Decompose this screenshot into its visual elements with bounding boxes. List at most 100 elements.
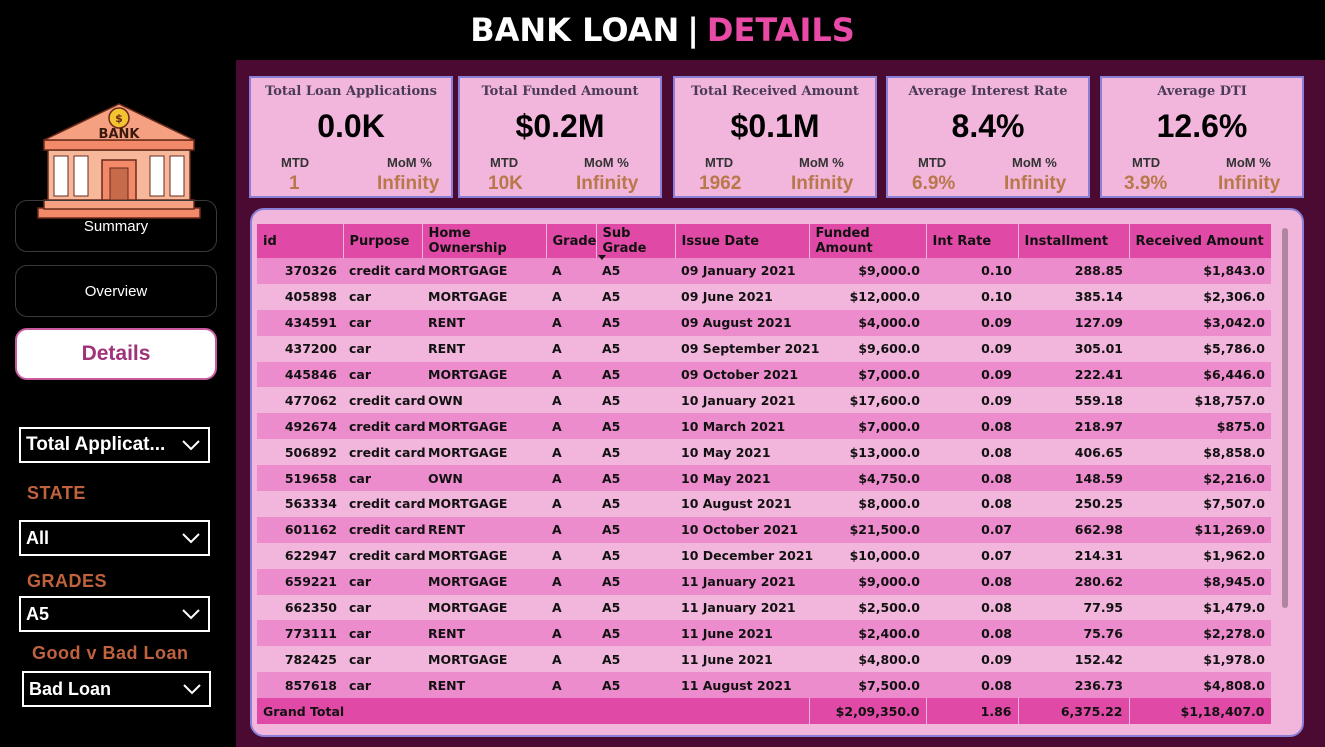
table-row[interactable]: 506892 credit card MORTGAGE A A5 10 May 2021 $… <box>257 439 1271 466</box>
kpi-mtd-value: 6.9% <box>912 173 956 194</box>
cell-int-rate: 0.09 <box>926 361 1018 388</box>
cell-int-rate: 0.09 <box>926 387 1018 414</box>
grades-dropdown[interactable]: A5 <box>19 596 210 632</box>
cell-home-ownership: RENT <box>422 335 546 362</box>
column-header-grade[interactable]: Grade <box>546 224 597 258</box>
kpi-mom-value: Infinity <box>791 173 854 194</box>
measure-dropdown[interactable]: Total Applicat... <box>19 427 210 463</box>
cell-issue-date: 09 January 2021 <box>675 258 809 284</box>
state-dropdown-value: All <box>26 527 50 548</box>
column-header-home-ownership[interactable]: Home Ownership <box>422 224 547 258</box>
cell-sub-grade: A5 <box>596 361 675 388</box>
cell-home-ownership: MORTGAGE <box>422 413 546 440</box>
column-header-received-amount[interactable]: Received Amount <box>1129 224 1272 258</box>
summary-nav-button[interactable]: Summary <box>15 200 217 252</box>
cell-funded-amount: $7,500.0 <box>809 672 926 699</box>
loan-dropdown[interactable]: Bad Loan <box>22 671 211 707</box>
kpi-mom-label: MoM % <box>1012 155 1057 170</box>
bank-logo-icon: $ BANK <box>37 103 201 219</box>
overview-nav-button[interactable]: Overview <box>15 265 217 317</box>
column-header-int-rate[interactable]: Int Rate <box>926 224 1019 258</box>
table-row[interactable]: 659221 car MORTGAGE A A5 11 January 2021 $9,00… <box>257 568 1271 595</box>
table-row[interactable]: 405898 car MORTGAGE A A5 09 June 2021 $12,000.… <box>257 283 1271 310</box>
table-row[interactable]: 773111 car RENT A A5 11 June 2021 $2,400.0 0.08… <box>257 620 1271 647</box>
table-row[interactable]: 662350 car MORTGAGE A A5 11 January 2021 $2,50… <box>257 594 1271 621</box>
cell-funded-amount: $10,000.0 <box>809 542 926 569</box>
cell-installment: 77.95 <box>1018 594 1129 621</box>
table-row[interactable]: 492674 credit card MORTGAGE A A5 10 March 202… <box>257 413 1271 440</box>
chevron-down-icon <box>182 440 200 451</box>
kpi-mtd-value: 1962 <box>699 173 742 194</box>
cell-home-ownership: RENT <box>422 672 546 699</box>
cell-int-rate: 0.08 <box>926 568 1018 595</box>
sidebar: $ BANK Summary Overview Details Total Ap… <box>0 60 236 747</box>
cell-funded-amount: $9,600.0 <box>809 335 926 362</box>
cell-issue-date: 11 June 2021 <box>675 620 809 647</box>
table-row[interactable]: 563334 credit card MORTGAGE A A5 10 August 20… <box>257 491 1271 517</box>
cell-purpose: car <box>343 309 422 336</box>
column-header-id[interactable]: id <box>257 224 344 258</box>
kpi-value: 8.4% <box>951 108 1025 144</box>
kpi-title: Total Funded Amount <box>481 84 639 99</box>
chevron-down-icon <box>183 684 201 695</box>
loan-dropdown-value: Bad Loan <box>29 678 112 699</box>
header-bar: BANK LOAN | DETAILS <box>0 0 1325 60</box>
column-header-purpose[interactable]: Purpose <box>343 224 423 258</box>
cell-int-rate: 0.08 <box>926 594 1018 621</box>
cell-issue-date: 09 September 2021 <box>675 335 819 362</box>
cell-received-amount: $5,786.0 <box>1129 335 1271 362</box>
sort-descending-icon[interactable] <box>598 255 606 260</box>
cell-int-rate: 0.07 <box>926 516 1018 543</box>
column-header-sub-grade[interactable]: Sub Grade <box>596 224 676 258</box>
cell-purpose: car <box>343 283 422 310</box>
column-header-issue-date[interactable]: Issue Date <box>675 224 810 258</box>
cell-int-rate: 0.08 <box>926 465 1018 492</box>
cell-issue-date: 09 June 2021 <box>675 283 809 310</box>
kpi-mom-label: MoM % <box>1226 155 1271 170</box>
main-panel: Total Loan Applications 0.0K MTD MoM % 1… <box>236 60 1325 747</box>
kpi-value: $0.2M <box>515 108 605 144</box>
table-row[interactable]: 782425 car MORTGAGE A A5 11 June 2021 $4,800.0… <box>257 646 1271 673</box>
table-row[interactable]: 857618 car RENT A A5 11 August 2021 $7,500.0 0.… <box>257 672 1271 699</box>
cell-installment: 127.09 <box>1018 309 1129 336</box>
cell-funded-amount: $9,000.0 <box>809 568 926 595</box>
cell-received-amount: $1,978.0 <box>1129 646 1271 673</box>
table-row[interactable]: 519658 car OWN A A5 10 May 2021 $4,750.0 0.08 14… <box>257 465 1271 492</box>
cell-installment: 305.01 <box>1018 335 1129 362</box>
state-dropdown[interactable]: All <box>19 520 210 556</box>
vertical-scrollbar[interactable] <box>1282 228 1288 608</box>
cell-funded-amount: $12,000.0 <box>809 283 926 310</box>
cell-int-rate: 0.10 <box>926 283 1018 310</box>
grand-total-funded: $2,09,350.0 <box>809 698 927 725</box>
table-row[interactable]: 445846 car MORTGAGE A A5 09 October 2021 $7,00… <box>257 361 1271 388</box>
column-header-installment[interactable]: Installment <box>1018 224 1130 258</box>
cell-id: 857618 <box>257 672 343 699</box>
cell-issue-date: 10 May 2021 <box>675 439 809 466</box>
cell-id: 434591 <box>257 309 343 336</box>
cell-grade: A <box>546 413 596 440</box>
table-row[interactable]: 370326 credit card MORTGAGE A A5 09 January 2… <box>257 258 1271 284</box>
cell-id: 437200 <box>257 335 343 362</box>
table-row[interactable]: 434591 car RENT A A5 09 August 2021 $4,000.0 0.… <box>257 309 1271 336</box>
table-row[interactable]: 477062 credit card OWN A A5 10 January 2021 $1… <box>257 387 1271 414</box>
details-nav-button[interactable]: Details <box>15 328 217 380</box>
kpi-mtd-value: 3.9% <box>1124 173 1168 194</box>
cell-received-amount: $8,945.0 <box>1129 568 1271 595</box>
cell-sub-grade: A5 <box>596 309 675 336</box>
cell-int-rate: 0.08 <box>926 672 1018 699</box>
grand-total-label: Grand Total <box>257 698 810 725</box>
cell-installment: 214.31 <box>1018 542 1129 569</box>
column-header-funded-amount[interactable]: Funded Amount <box>809 224 927 258</box>
kpi-title: Total Loan Applications <box>265 84 437 99</box>
cell-received-amount: $18,757.0 <box>1129 387 1271 414</box>
cell-grade: A <box>546 672 596 699</box>
table-row[interactable]: 437200 car RENT A A5 09 September 2021 $9,600.… <box>257 335 1271 362</box>
cell-home-ownership: OWN <box>422 387 546 414</box>
table-row[interactable]: 601162 credit card RENT A A5 10 October 2021 $… <box>257 516 1271 543</box>
chevron-down-icon <box>182 533 200 544</box>
table-row[interactable]: 622947 credit card MORTGAGE A A5 10 December … <box>257 542 1271 569</box>
cell-home-ownership: MORTGAGE <box>422 594 546 621</box>
kpi-mom-value: Infinity <box>377 173 440 194</box>
kpi-title: Average DTI <box>1157 84 1247 99</box>
cell-issue-date: 10 March 2021 <box>675 413 809 440</box>
